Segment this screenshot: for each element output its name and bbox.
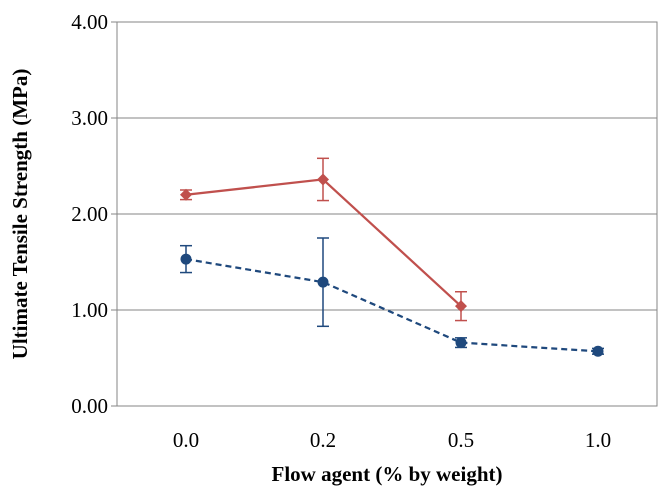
data-point (317, 276, 329, 288)
series-line (185, 258, 599, 353)
x-tick-label: 0.2 (310, 428, 336, 452)
data-point (180, 253, 192, 265)
y-axis-title: Ultimate Tensile Strength (MPa) (8, 69, 32, 360)
data-point (592, 345, 604, 357)
x-tick-label: 1.0 (585, 428, 611, 452)
x-tick-label: 0.5 (448, 428, 474, 452)
x-tick-labels: 0.0 0.2 0.5 1.0 (173, 428, 611, 452)
y-tick-label: 4.00 (71, 10, 108, 34)
y-tick-label: 3.00 (71, 106, 108, 130)
y-tick-label: 2.00 (71, 202, 108, 226)
data-point (317, 173, 329, 186)
series-2 (180, 237, 604, 357)
y-tick-label: 1.00 (71, 298, 108, 322)
data-point (180, 188, 192, 201)
data-point (455, 300, 467, 313)
x-axis-title: Flow agent (% by weight) (272, 462, 503, 486)
x-tick-label: 0.0 (173, 428, 199, 452)
series-1 (180, 157, 467, 322)
y-tick-labels: 0.00 1.00 2.00 3.00 4.00 (71, 10, 108, 418)
gridlines (111, 21, 657, 407)
series-group (180, 157, 604, 357)
y-tick-label: 0.00 (71, 394, 108, 418)
data-point (455, 337, 467, 349)
